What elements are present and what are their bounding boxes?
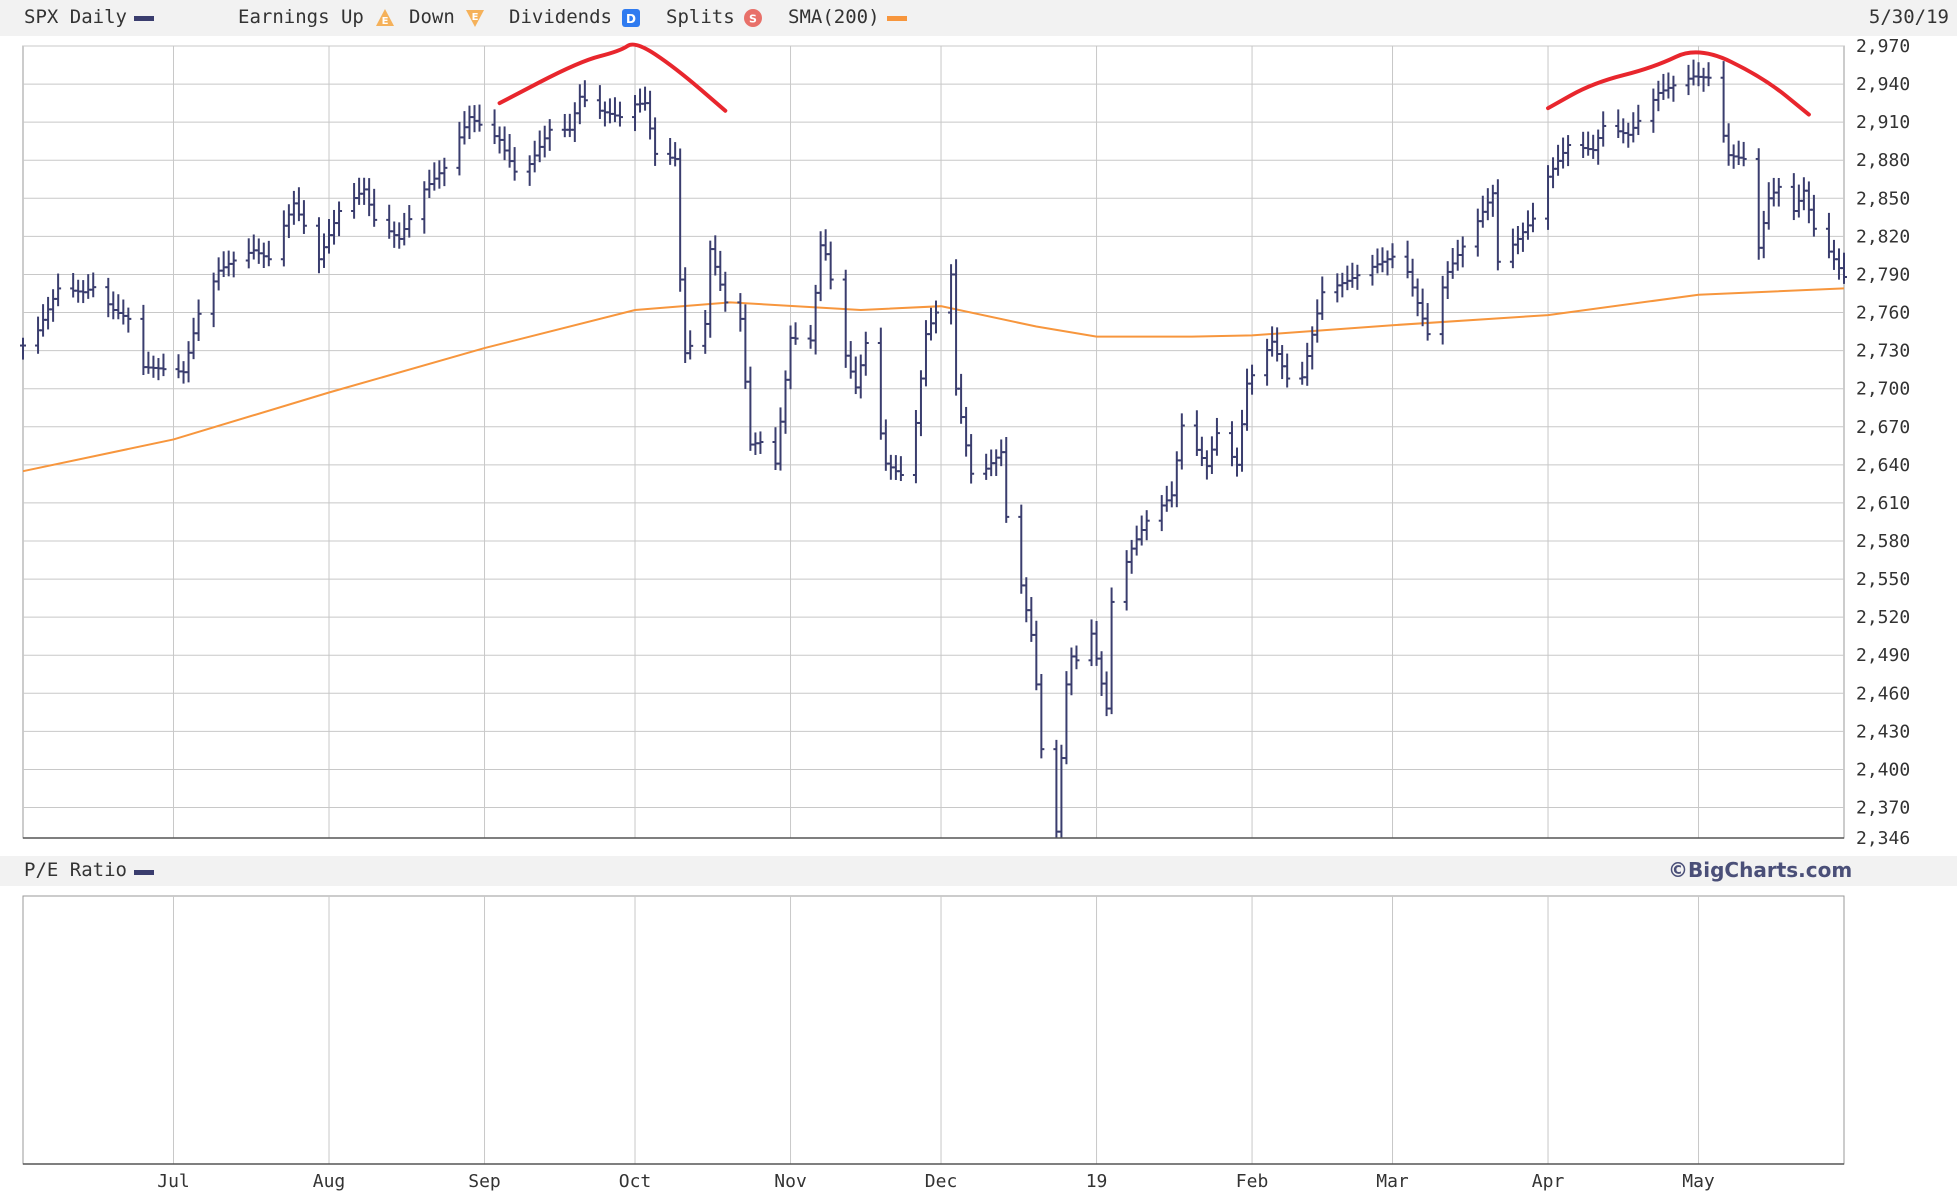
sma-200-layer <box>22 287 1845 473</box>
legend-splits: Splits <box>666 6 735 28</box>
y-tick-label: 2,880 <box>1856 150 1910 171</box>
x-tick-label: Nov <box>774 1171 807 1192</box>
pe-grid <box>172 896 1700 1164</box>
x-tick-label: May <box>1682 1171 1715 1192</box>
y-tick-label: 2,700 <box>1856 379 1910 400</box>
y-tick-label: 2,760 <box>1856 303 1910 324</box>
y-tick-label: 2,346 <box>1856 828 1910 849</box>
legend-bar: SPX Daily Earnings Up E Down E Dividends… <box>0 0 1957 36</box>
y-tick-label: 2,640 <box>1856 455 1910 476</box>
y-tick-label: 2,610 <box>1856 493 1910 514</box>
y-tick-label: 2,820 <box>1856 226 1910 247</box>
earnings-down-icon: E <box>466 10 484 27</box>
y-tick-label: 2,430 <box>1856 721 1910 742</box>
x-tick-label: Apr <box>1532 1171 1565 1192</box>
annotation-layer <box>497 42 1811 117</box>
red-annotation-arc <box>1546 50 1811 117</box>
x-tick-label: Dec <box>925 1171 958 1192</box>
y-tick-label: 2,520 <box>1856 607 1910 628</box>
y-tick-label: 2,400 <box>1856 759 1910 780</box>
x-tick-label: Mar <box>1376 1171 1409 1192</box>
y-tick-label: 2,490 <box>1856 645 1910 666</box>
x-tick-label: Aug <box>313 1171 346 1192</box>
pe-ratio-label: P/E Ratio <box>24 859 127 881</box>
split-icon: S <box>744 9 762 27</box>
sma-200-line <box>22 287 1845 473</box>
x-tick-label: Sep <box>468 1171 501 1192</box>
red-annotation-arc <box>497 42 728 113</box>
x-tick-label: Jul <box>157 1171 190 1192</box>
y-tick-label: 2,550 <box>1856 569 1910 590</box>
split-icon-letter: S <box>749 13 757 26</box>
y-tick-label: 2,580 <box>1856 531 1910 552</box>
y-tick-label: 2,370 <box>1856 798 1910 819</box>
y-tick-label: 2,460 <box>1856 683 1910 704</box>
price-bars-layer <box>20 59 1847 838</box>
earnings-down-icon-letter: E <box>472 12 479 23</box>
y-tick-label: 2,790 <box>1856 264 1910 285</box>
y-tick-label: 2,670 <box>1856 417 1910 438</box>
x-tick-label: 19 <box>1086 1171 1108 1192</box>
pe-plot-area <box>22 895 1845 1165</box>
legend-sma: SMA(200) <box>788 6 880 28</box>
dividend-icon-letter: D <box>626 12 636 26</box>
price-series-swatch <box>134 16 154 21</box>
earnings-up-icon: E <box>376 9 394 27</box>
y-tick-label: 2,730 <box>1856 341 1910 362</box>
price-y-axis: 2,970 2,940 2,910 2,880 2,850 2,820 2,790 2,760… <box>1856 36 1910 849</box>
legend-earnings-up: Earnings Up <box>238 6 364 28</box>
price-grid <box>23 45 1844 838</box>
x-tick-label: Feb <box>1236 1171 1269 1192</box>
y-tick-label: 2,970 <box>1856 36 1910 57</box>
earnings-up-icon-letter: E <box>382 16 389 27</box>
y-tick-label: 2,850 <box>1856 188 1910 209</box>
x-axis-labels: Jul Aug Sep Oct Nov Dec 19 Feb Mar Apr May <box>157 1171 1715 1192</box>
y-tick-label: 2,940 <box>1856 74 1910 95</box>
legend-dividends: Dividends <box>509 6 612 28</box>
pe-series-swatch <box>134 870 154 875</box>
sma-series-swatch <box>887 16 907 21</box>
dividend-icon: D <box>622 9 640 27</box>
chart-date: 5/30/19 <box>1868 6 1949 28</box>
legend-symbol: SPX Daily <box>24 6 127 28</box>
pe-legend-bar <box>0 856 1957 886</box>
x-tick-label: Oct <box>619 1171 652 1192</box>
y-tick-label: 2,910 <box>1856 112 1910 133</box>
bigcharts-credit: ©BigCharts.com <box>1668 858 1853 882</box>
legend-down: Down <box>409 6 455 28</box>
price-plot-area <box>22 45 1845 839</box>
